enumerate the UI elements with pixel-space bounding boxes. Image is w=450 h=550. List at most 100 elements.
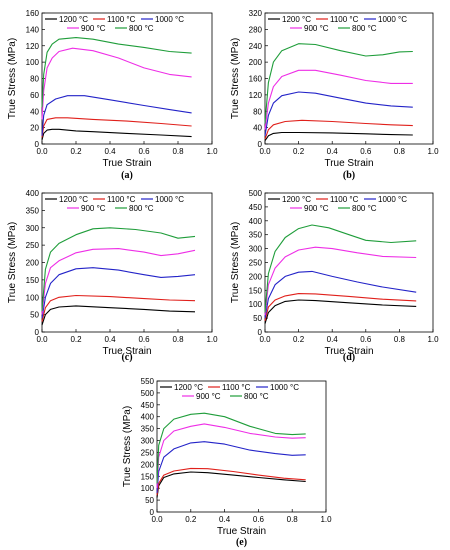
legend-entry: 800 °C <box>244 392 269 401</box>
series-line <box>264 69 413 130</box>
x-axis-label: True Strain <box>217 526 266 537</box>
x-tick-label: 0.4 <box>327 147 339 156</box>
x-tick-label: 0.6 <box>138 335 150 344</box>
legend-entry: 800 °C <box>129 204 154 213</box>
series-line <box>41 37 192 108</box>
y-tick-label: 150 <box>141 472 155 481</box>
legend-entry: 800 °C <box>352 24 377 33</box>
legend-entry: 1200 °C <box>174 383 203 392</box>
panel-label: (a) <box>121 170 133 181</box>
y-tick-label: 20 <box>30 124 39 133</box>
x-tick-label: 0.4 <box>104 147 116 156</box>
series-line <box>264 43 413 124</box>
y-tick-label: 300 <box>249 245 263 254</box>
x-tick-label: 1.0 <box>206 147 218 156</box>
y-tick-label: 0 <box>258 328 263 337</box>
y-tick-label: 350 <box>26 206 40 215</box>
legend-entry: 900 °C <box>304 204 329 213</box>
x-tick-label: 0.2 <box>70 335 82 344</box>
x-tick-label: 0.0 <box>259 335 271 344</box>
y-tick-label: 240 <box>249 42 263 51</box>
y-tick-label: 100 <box>26 58 40 67</box>
x-tick-label: 0.4 <box>327 335 339 344</box>
series-line <box>41 227 196 312</box>
y-tick-label: 40 <box>253 124 262 133</box>
y-tick-label: 280 <box>249 25 263 34</box>
y-tick-label: 0 <box>150 508 155 517</box>
series-line <box>41 128 192 141</box>
x-tick-label: 0.8 <box>394 147 406 156</box>
x-tick-label: 0.8 <box>172 335 184 344</box>
series-line <box>41 248 196 315</box>
y-tick-label: 350 <box>249 231 263 240</box>
series-line <box>41 95 192 136</box>
y-tick-label: 120 <box>249 91 263 100</box>
y-tick-label: 320 <box>249 9 263 18</box>
x-axis-label: True Strain <box>324 346 373 357</box>
y-tick-label: 140 <box>26 25 40 34</box>
y-tick-label: 40 <box>30 107 39 116</box>
x-tick-label: 0.4 <box>104 335 116 344</box>
x-tick-label: 0.2 <box>293 335 305 344</box>
legend-entry: 800 °C <box>352 204 377 213</box>
series-line <box>264 119 413 140</box>
x-tick-label: 0.0 <box>36 147 48 156</box>
x-tick-label: 0.0 <box>36 335 48 344</box>
y-tick-label: 250 <box>141 448 155 457</box>
legend-entry: 1100 °C <box>107 15 136 24</box>
series-line <box>264 91 413 136</box>
series-line <box>264 131 413 142</box>
series-line <box>264 293 417 322</box>
y-tick-label: 250 <box>26 241 40 250</box>
x-tick-label: 1.0 <box>320 515 332 524</box>
legend-entry: 1000 °C <box>155 195 184 204</box>
series-line <box>156 441 306 493</box>
legend-entry: 900 °C <box>81 204 106 213</box>
x-tick-label: 0.4 <box>219 515 231 524</box>
x-tick-label: 0.8 <box>287 515 299 524</box>
x-tick-label: 1.0 <box>206 335 218 344</box>
x-tick-label: 0.8 <box>394 335 406 344</box>
x-tick-label: 0.0 <box>151 515 163 524</box>
x-tick-label: 0.6 <box>360 147 372 156</box>
y-tick-label: 450 <box>141 401 155 410</box>
y-axis-label: True Stress (MPa) <box>230 38 241 119</box>
series-line <box>41 267 196 319</box>
legend-entry: 1200 °C <box>59 15 88 24</box>
chart-panel-2: 0.0 0.2 0.4 0.6 0.8 1.0 0 40 80 120 160 200 240 280 32… <box>230 9 439 181</box>
series-line <box>41 305 196 326</box>
legend-entry: 1000 °C <box>155 15 184 24</box>
series-line <box>264 246 417 316</box>
chart-panel-4: 0.0 0.2 0.4 0.6 0.8 1.0 0 50 100 150 200 250 300 350 4… <box>230 189 439 363</box>
plot-frame <box>264 12 434 145</box>
y-tick-label: 400 <box>249 217 263 226</box>
y-tick-label: 120 <box>26 42 40 51</box>
y-tick-label: 400 <box>26 189 40 198</box>
panel-label: (e) <box>236 537 247 548</box>
y-tick-label: 0 <box>258 140 263 149</box>
legend-entry: 800 °C <box>129 24 154 33</box>
y-tick-label: 300 <box>26 224 40 233</box>
x-tick-label: 0.8 <box>172 147 184 156</box>
y-tick-label: 550 <box>141 377 155 386</box>
panel-label: (c) <box>121 352 132 363</box>
legend-entry: 1200 °C <box>282 15 311 24</box>
y-tick-label: 150 <box>249 286 263 295</box>
x-axis-label: True Strain <box>324 158 373 169</box>
plot-frame <box>41 12 213 145</box>
y-tick-label: 200 <box>141 460 155 469</box>
chart-panel-5: 0.0 0.2 0.4 0.6 0.8 1.0 0 50 100 150 200 250 300 350 4… <box>122 377 332 548</box>
series-line <box>264 299 417 324</box>
y-tick-label: 100 <box>141 484 155 493</box>
x-tick-label: 1.0 <box>427 147 439 156</box>
y-tick-label: 50 <box>30 311 39 320</box>
series-line <box>156 423 306 489</box>
x-tick-label: 0.6 <box>138 147 150 156</box>
y-tick-label: 80 <box>30 75 39 84</box>
series-line <box>41 117 192 138</box>
x-tick-label: 0.0 <box>259 147 271 156</box>
y-axis-label: True Stress (MPa) <box>230 222 241 303</box>
y-tick-label: 0 <box>35 140 40 149</box>
y-tick-label: 160 <box>26 9 40 18</box>
series-line <box>41 294 196 322</box>
